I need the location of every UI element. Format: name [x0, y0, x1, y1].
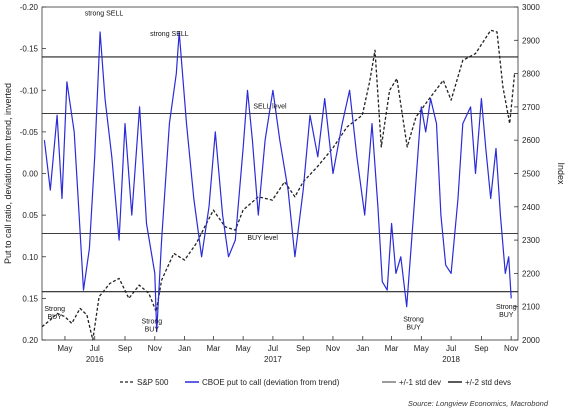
- annotations: strong SELL strong SELL SELL level BUY leve…: [44, 10, 516, 333]
- right-tick-label: 2500: [522, 170, 540, 179]
- right-tick-label: 2100: [522, 303, 540, 312]
- right-tick-label: 2400: [522, 203, 540, 212]
- sp500-line: [41, 29, 516, 341]
- legend-label: +/-2 std devs: [465, 378, 511, 387]
- right-axis-title: Index: [556, 162, 566, 185]
- annotation-label: Strong BUY: [496, 304, 517, 319]
- annotation-label: BUY level: [247, 235, 278, 242]
- right-tick-label: 2800: [522, 70, 540, 79]
- x-tick-label: Sep: [296, 344, 311, 353]
- annotation-label: Strong BUY: [44, 306, 65, 321]
- x-tick-label: Jul: [446, 344, 456, 353]
- right-tick-label: 3000: [522, 3, 540, 12]
- left-axis-title: Put to call ratio, deviation from trend,…: [3, 83, 13, 264]
- x-tick-label: May: [236, 344, 251, 353]
- x-tick-label: Jan: [178, 344, 191, 353]
- source-note: Source: Longview Economics, Macrobond: [408, 399, 549, 408]
- left-tick-label: 0.20: [22, 336, 38, 345]
- legend-label: S&P 500: [137, 378, 169, 387]
- x-tick-label: Sep: [118, 344, 133, 353]
- x-tick-label: Jul: [90, 344, 100, 353]
- x-year-label: 2017: [264, 355, 282, 364]
- reference-lines: [42, 56, 518, 293]
- x-tick-label: Mar: [385, 344, 399, 353]
- left-tick-label: -0.20: [20, 3, 39, 12]
- x-tick-label: Nov: [326, 344, 340, 353]
- x-year-label: 2018: [442, 355, 460, 364]
- left-tick-label: 0.05: [22, 211, 38, 220]
- right-tick-label: 2900: [522, 36, 540, 45]
- annotation-label: SELL level: [253, 104, 287, 111]
- x-tick-label: Sep: [474, 344, 489, 353]
- legend-label: CBOE put to call (deviation from trend): [202, 378, 340, 387]
- right-tick-label: 2600: [522, 136, 540, 145]
- right-tick-label: 2300: [522, 236, 540, 245]
- axes: -0.20 -0.15 -0.10 -0.05 0.00 0.05 0.10 0.15 0.20…: [3, 3, 566, 364]
- legend-label: +/-1 std dev: [399, 378, 441, 387]
- put-call-line: [43, 31, 512, 333]
- annotation-label: Strong BUY: [403, 317, 424, 332]
- x-tick-label: Mar: [206, 344, 220, 353]
- annotation-label: strong SELL: [150, 31, 189, 38]
- right-tick-label: 2200: [522, 269, 540, 278]
- left-tick-label: 0.10: [22, 253, 38, 262]
- x-tick-label: May: [57, 344, 72, 353]
- annotation-label: strong SELL: [85, 10, 124, 17]
- left-tick-label: 0.00: [22, 170, 38, 179]
- x-tick-label: Jan: [356, 344, 369, 353]
- x-tick-label: May: [414, 344, 429, 353]
- left-tick-label: -0.05: [20, 128, 39, 137]
- left-tick-label: -0.15: [20, 45, 39, 54]
- x-year-label: 2016: [86, 355, 104, 364]
- legend: S&P 500 CBOE put to call (deviation from …: [120, 378, 511, 387]
- right-tick-label: 2700: [522, 103, 540, 112]
- x-tick-label: Jul: [268, 344, 278, 353]
- right-tick-label: 2000: [522, 336, 540, 345]
- x-tick-label: Nov: [148, 344, 162, 353]
- left-tick-label: 0.15: [22, 294, 38, 303]
- x-tick-label: Nov: [504, 344, 518, 353]
- series-lines: [41, 29, 516, 341]
- annotation-label: Strong BUY: [142, 318, 163, 333]
- left-tick-label: -0.10: [20, 86, 39, 95]
